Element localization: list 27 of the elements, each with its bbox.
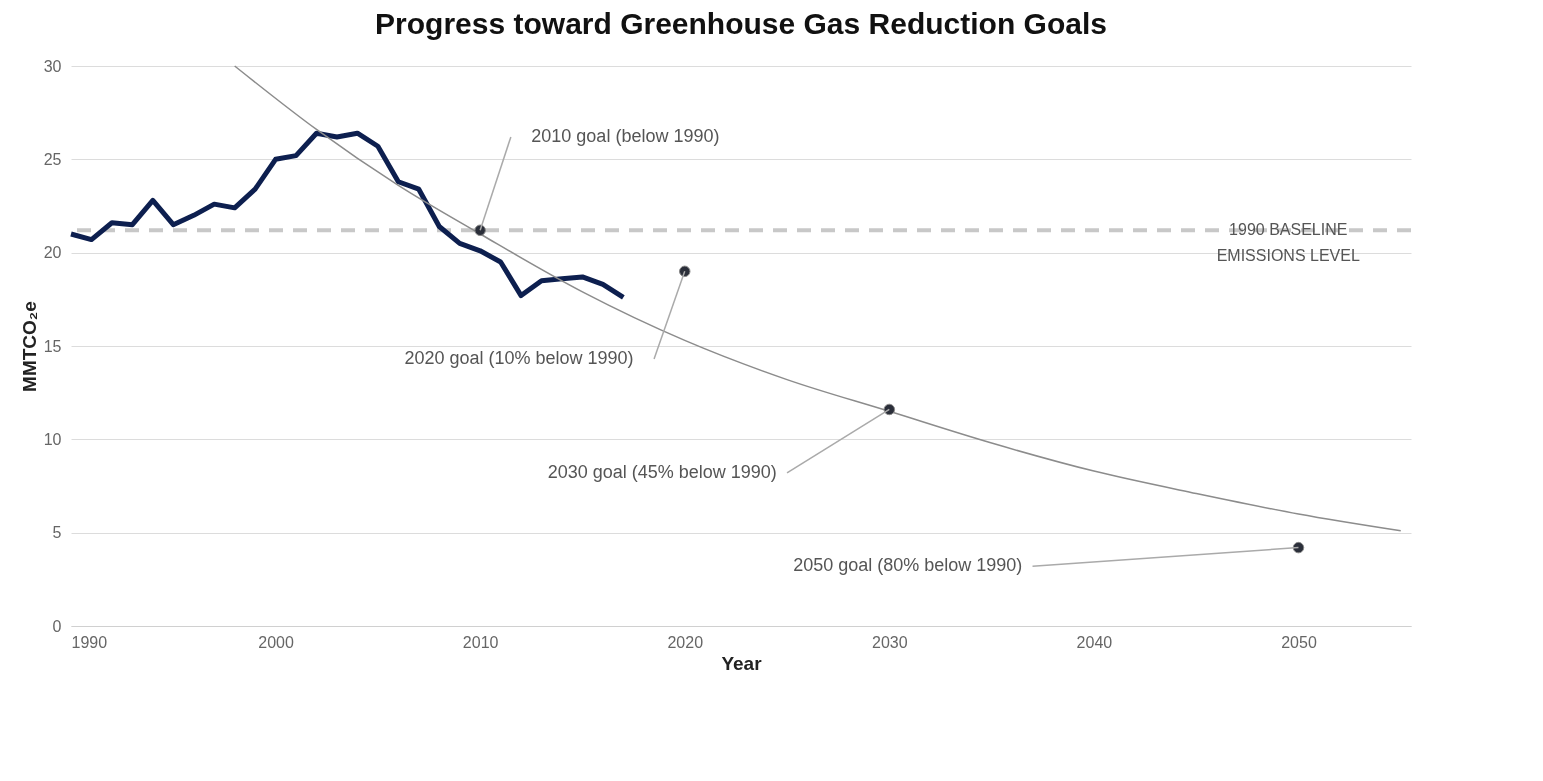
y-tick-label: 0 [52, 617, 62, 635]
annotation: 2010 goal (below 1990) [531, 125, 720, 146]
chart-title: Progress toward Greenhouse Gas Reduction Goals [375, 7, 1107, 40]
annotation: 2020 goal (10% below 1990) [404, 348, 634, 369]
y-tick-label: 5 [52, 524, 62, 542]
x-tick-label: 2010 [462, 633, 499, 651]
x-tick-label: 2020 [667, 633, 704, 651]
ref-line-label: 1990 BASELINE EMISSIONS LEVEL [1216, 221, 1360, 265]
point [679, 265, 691, 278]
line-series [233, 65, 1402, 532]
y-tick-label: 15 [43, 337, 62, 355]
y-tick-label: 30 [43, 57, 62, 75]
y-tick-label: 20 [43, 244, 62, 262]
point [883, 403, 896, 416]
y-axis-title: MMTCO₂e [18, 301, 40, 392]
x-tick-label: 2040 [1076, 633, 1113, 651]
y-tick-label: 10 [43, 430, 62, 448]
point [474, 224, 486, 236]
annotation: 2050 goal (80% below 1990) [793, 555, 1023, 576]
x-axis-title: Year [721, 652, 763, 674]
x-tick-label: 1990 [71, 633, 108, 651]
x-tick-label: 2050 [1281, 633, 1317, 651]
annotation: 2030 goal (45% below 1990) [547, 461, 777, 482]
y-tick-label: 25 [43, 150, 62, 168]
x-tick-label: 2030 [872, 633, 908, 651]
x-tick-label: 2000 [258, 633, 294, 651]
point [1292, 541, 1305, 554]
